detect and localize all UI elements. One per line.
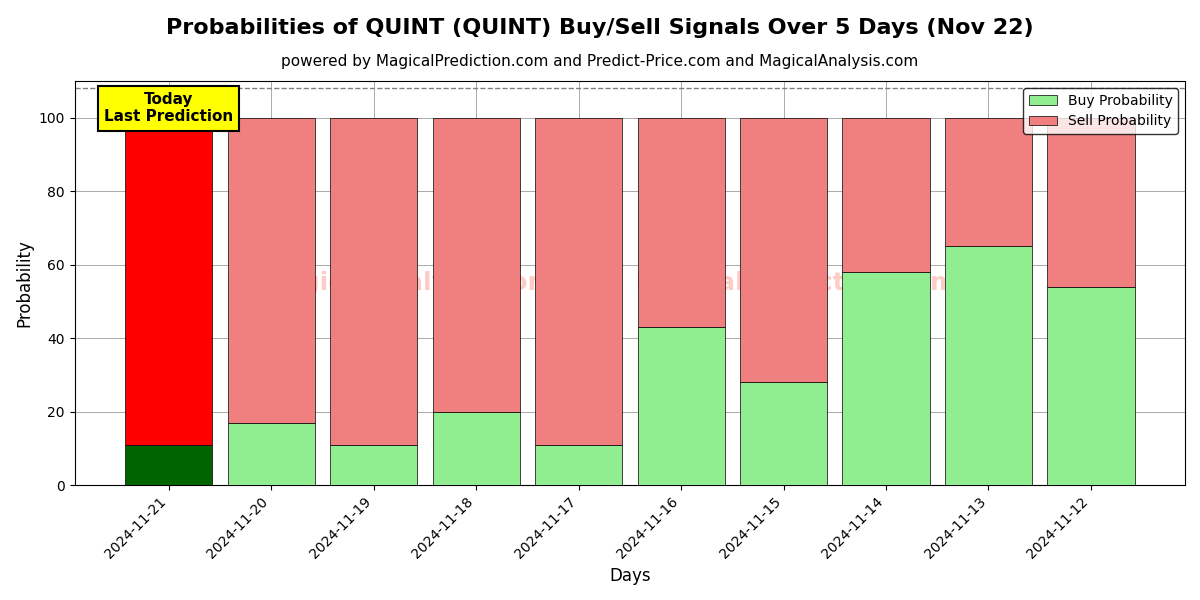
Y-axis label: Probability: Probability [16,239,34,327]
Bar [535,445,622,485]
Bar [330,118,418,445]
Bar [944,118,1032,247]
Bar [125,445,212,485]
Text: powered by MagicalPrediction.com and Predict-Price.com and MagicalAnalysis.com: powered by MagicalPrediction.com and Pre… [281,54,919,69]
Bar [944,247,1032,485]
Text: MagicalPrediction.com: MagicalPrediction.com [636,271,958,295]
Bar [535,118,622,445]
Bar [432,412,520,485]
Bar [432,118,520,412]
Legend: Buy Probability, Sell Probability: Buy Probability, Sell Probability [1024,88,1178,134]
Text: Today
Last Prediction: Today Last Prediction [104,92,233,124]
Text: MagicalAnalysis.com: MagicalAnalysis.com [260,271,554,295]
Text: Probabilities of QUINT (QUINT) Buy/Sell Signals Over 5 Days (Nov 22): Probabilities of QUINT (QUINT) Buy/Sell … [166,18,1034,38]
Bar [637,327,725,485]
Bar [842,272,930,485]
Bar [125,118,212,445]
Bar [330,445,418,485]
Bar [637,118,725,327]
Bar [1048,287,1134,485]
Bar [228,118,314,422]
X-axis label: Days: Days [610,567,650,585]
Bar [842,118,930,272]
Bar [1048,118,1134,287]
Bar [740,118,827,382]
Bar [228,422,314,485]
Bar [740,382,827,485]
